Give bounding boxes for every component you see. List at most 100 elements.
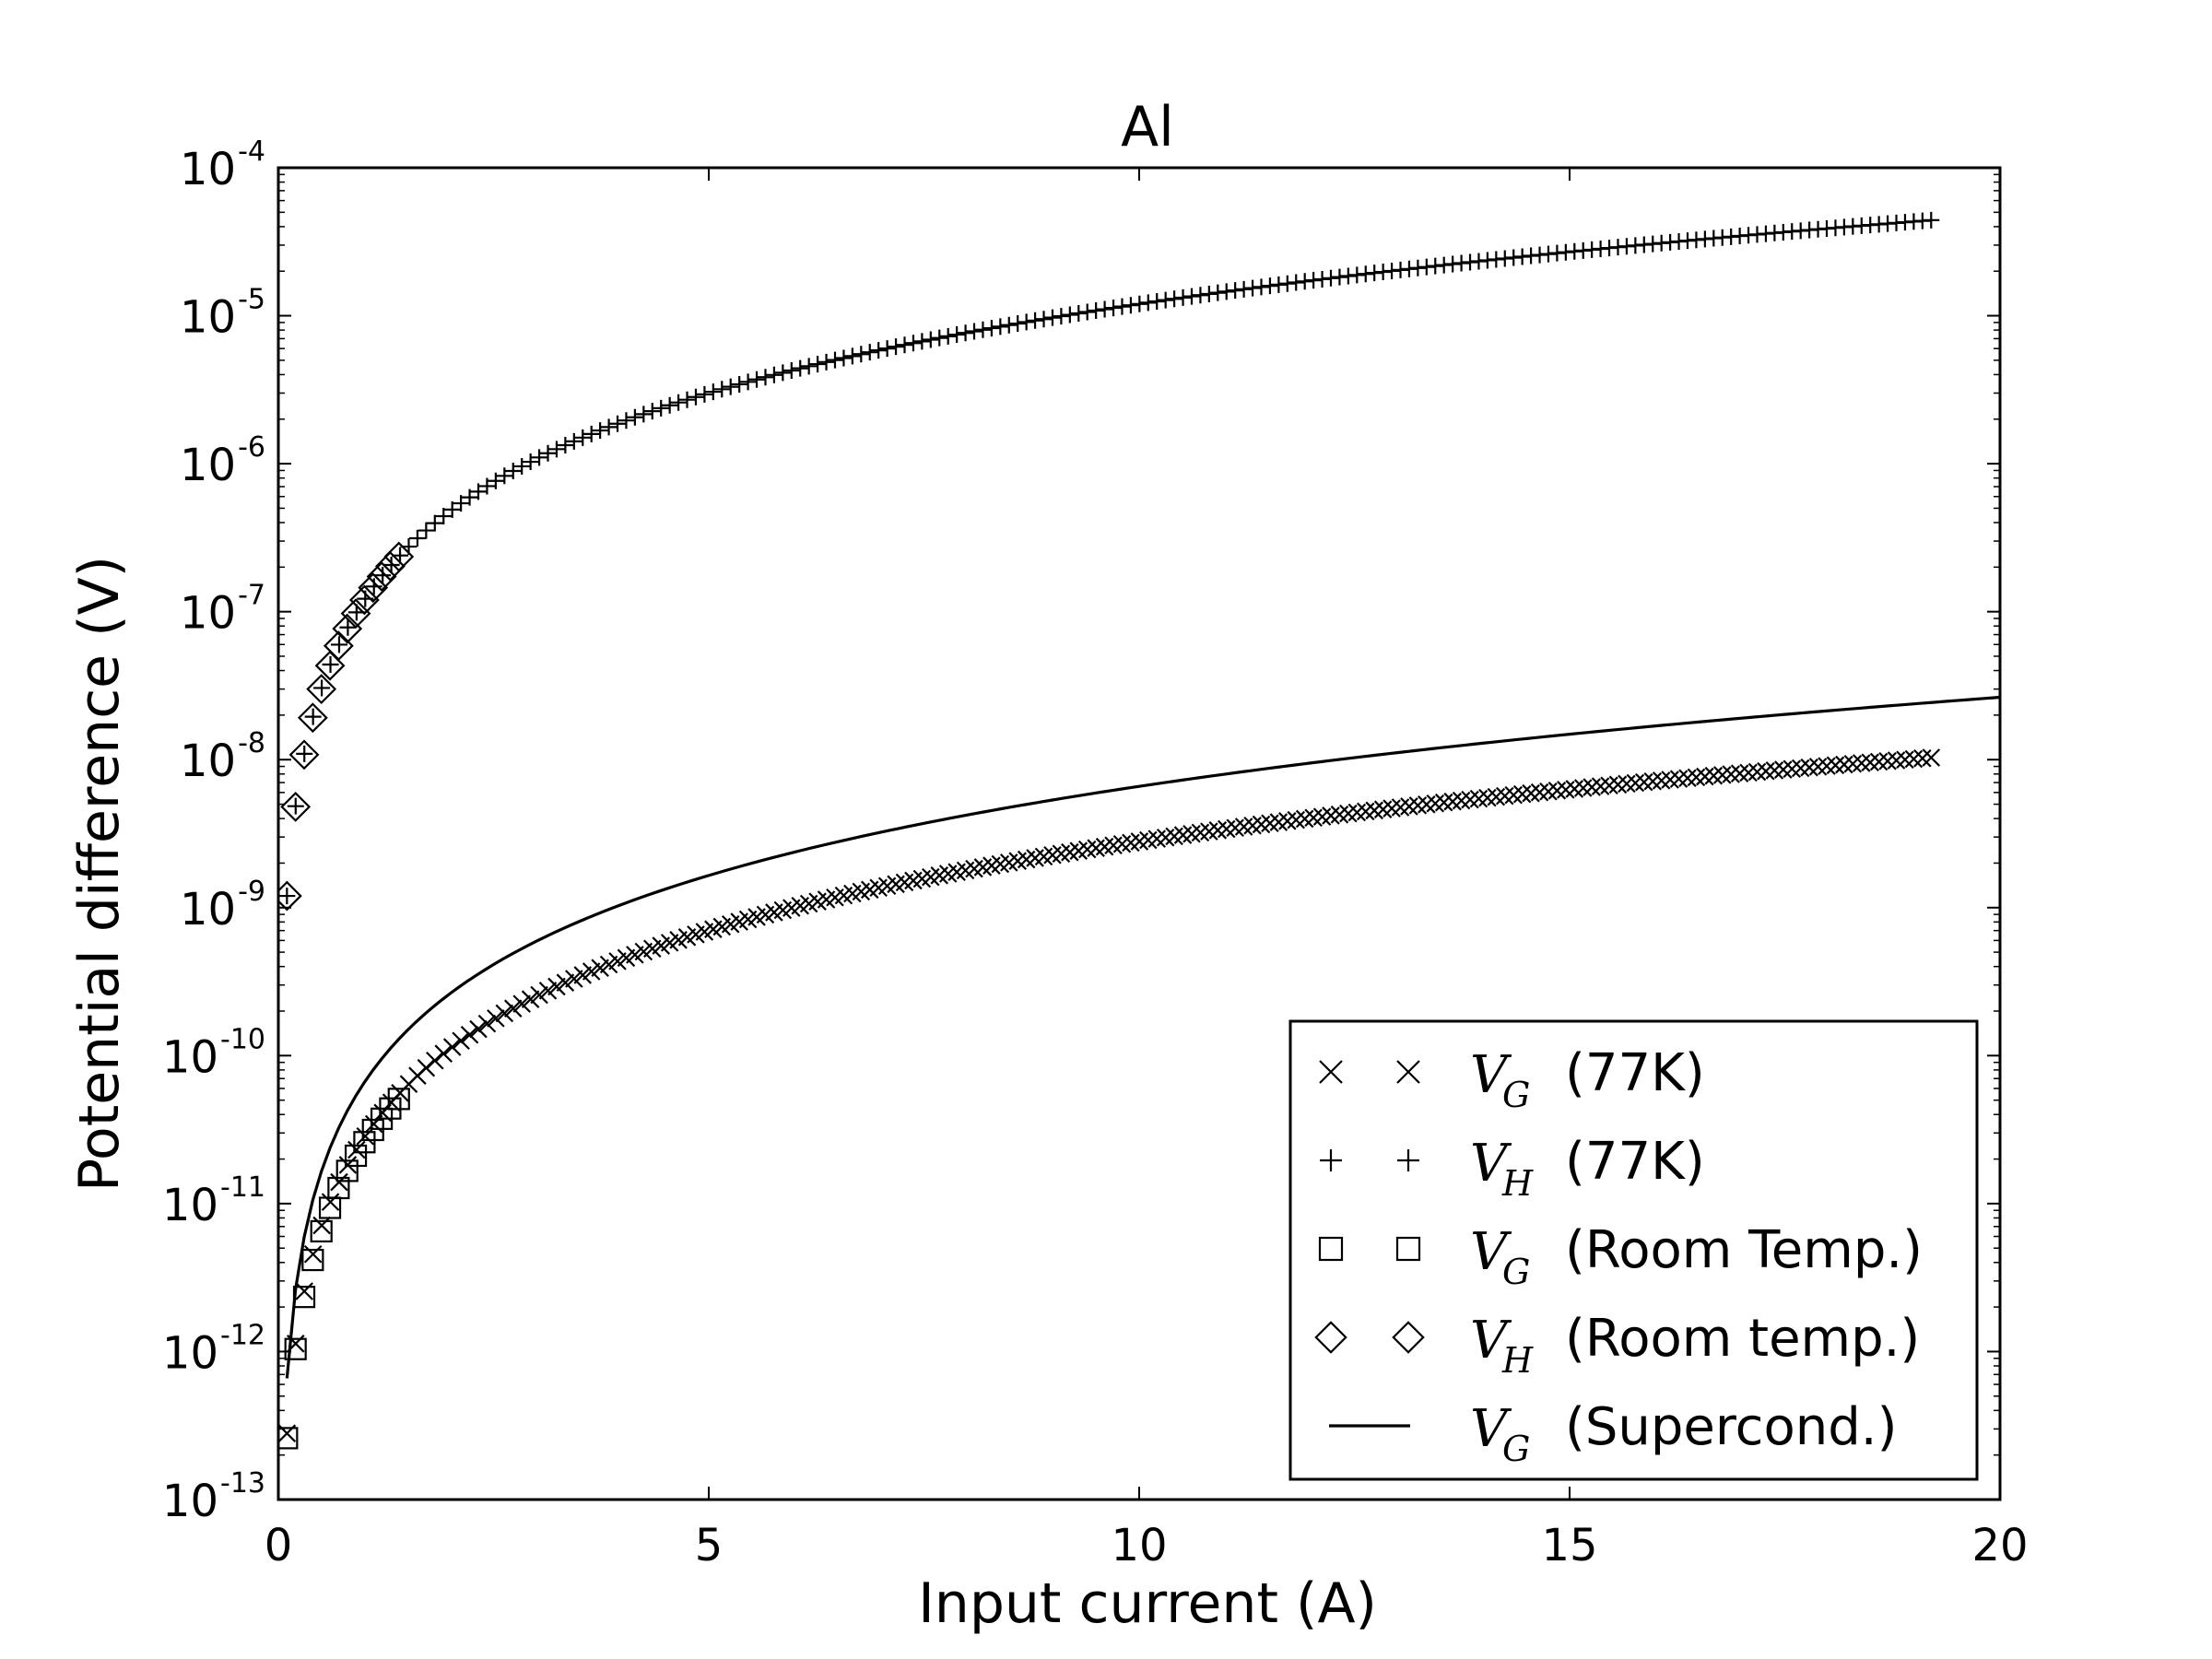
data-point (731, 375, 748, 393)
legend-marker (1396, 1060, 1420, 1084)
data-point (330, 1172, 348, 1192)
data-point (1018, 313, 1035, 331)
data-point (704, 383, 722, 401)
data-point (1331, 268, 1348, 286)
data-point (1174, 288, 1192, 306)
data-point (1244, 279, 1262, 297)
data-point (1600, 776, 1618, 794)
data-point (530, 985, 548, 1005)
data-point (653, 399, 670, 417)
y-tick-label: 10 (162, 1476, 218, 1527)
legend-marker (1318, 1236, 1344, 1262)
data-point (1747, 762, 1767, 782)
data-point (426, 1051, 444, 1070)
data-point (339, 618, 357, 636)
x-tick-label: 0 (265, 1520, 293, 1571)
data-point (1270, 276, 1288, 293)
data-point (1235, 280, 1253, 298)
legend-marker (1397, 1149, 1419, 1171)
data-point (426, 514, 443, 532)
data-point (600, 418, 618, 436)
data-point (387, 1088, 410, 1111)
data-point (382, 557, 400, 574)
data-point (1261, 277, 1278, 295)
data-point (557, 437, 574, 454)
data-point (1826, 756, 1845, 775)
data-point (1687, 768, 1706, 787)
data-point (1278, 275, 1296, 292)
data-point (1288, 274, 1305, 291)
data-point (434, 1044, 453, 1063)
series-v-h-room-temp- (278, 541, 415, 912)
data-point (835, 349, 853, 367)
data-point (1078, 303, 1096, 321)
legend-label: (Supercond.) (1565, 1397, 1897, 1457)
legend-sub: G (1502, 1075, 1530, 1115)
data-point (353, 1131, 376, 1154)
data-point (340, 598, 371, 629)
legend-box (1288, 1019, 1979, 1481)
data-point (574, 429, 592, 446)
data-point (356, 1126, 375, 1146)
y-tick-exponent: -6 (238, 431, 265, 464)
data-point (966, 323, 983, 340)
data-point (861, 344, 878, 361)
data-point (332, 613, 363, 644)
data-point (296, 745, 313, 762)
data-point (1096, 300, 1113, 318)
data-point (826, 351, 843, 369)
data-point (1357, 265, 1374, 283)
y-tick-label: 10 (162, 1327, 218, 1379)
legend-var: V (1470, 1134, 1512, 1194)
data-point (1678, 769, 1697, 788)
data-point (1652, 771, 1671, 790)
data-point (301, 1248, 324, 1272)
data-point (722, 378, 739, 395)
legend-marker (1392, 1321, 1425, 1354)
data-point (1157, 291, 1174, 309)
data-point (547, 977, 566, 996)
data-point (278, 880, 302, 912)
data-point (1496, 786, 1514, 806)
series-v-g-room-temp- (278, 1088, 410, 1450)
legend: VG (77K)VH (77K)VG (Room Temp.)VH (Room temp… (1288, 1019, 1979, 1481)
data-point (843, 347, 861, 365)
data-point (512, 994, 531, 1013)
data-point (1053, 308, 1070, 325)
legend-label: (Room Temp.) (1565, 1220, 1923, 1280)
data-point (1131, 295, 1148, 312)
y-tick-label: 10 (162, 1031, 218, 1083)
data-point (1835, 755, 1853, 774)
data-point (1478, 788, 1497, 807)
data-point (1852, 754, 1871, 772)
data-point (1027, 312, 1044, 329)
data-point (957, 324, 974, 342)
data-point (504, 463, 522, 480)
y-tick-exponent: -8 (238, 727, 265, 759)
legend-item: VG (77K) (1319, 1043, 1705, 1115)
data-point (1113, 298, 1131, 315)
data-point (1704, 766, 1724, 785)
data-point (1348, 266, 1366, 284)
legend-item: VG (Supercond.) (1329, 1397, 1897, 1469)
data-point (913, 333, 931, 350)
data-point (982, 320, 1000, 337)
data-point (565, 432, 582, 450)
data-point (1227, 282, 1244, 300)
data-point (1896, 750, 1914, 770)
legend-marker (1314, 1321, 1347, 1354)
y-tick-label: 10 (180, 588, 236, 640)
data-point (853, 346, 870, 363)
data-point (547, 441, 565, 458)
data-point (522, 453, 539, 471)
data-point (1192, 287, 1209, 304)
data-point (1818, 757, 1836, 775)
x-axis-title: Input current (A) (918, 1571, 1377, 1636)
y-tick-label: 10 (180, 292, 236, 344)
data-point (278, 1427, 299, 1450)
data-point (1139, 294, 1157, 312)
data-point (992, 318, 1009, 335)
data-point (312, 1216, 331, 1235)
data-point (556, 973, 575, 992)
data-point (1366, 265, 1383, 282)
